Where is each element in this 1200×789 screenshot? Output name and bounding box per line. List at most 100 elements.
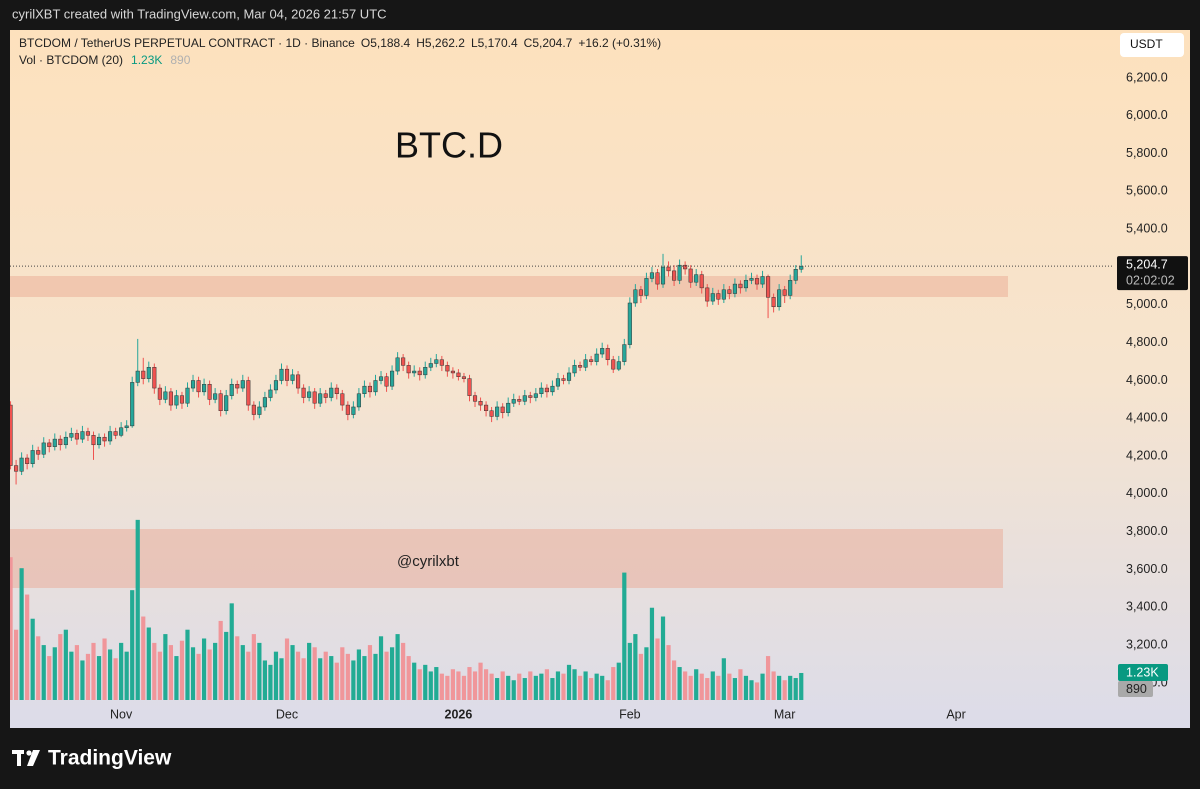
candle-body xyxy=(395,357,400,372)
volume-bar xyxy=(677,667,682,700)
volume-bar xyxy=(777,675,782,700)
volume-bar xyxy=(594,673,599,700)
volume-bar xyxy=(605,680,610,700)
volume-bar xyxy=(589,678,594,700)
volume-bar xyxy=(329,656,334,700)
volume-bar xyxy=(235,636,240,700)
candle-body xyxy=(91,435,96,446)
y-tick-label: 5,000.0 xyxy=(1126,297,1168,311)
volume-bar xyxy=(788,675,793,700)
volume-bar xyxy=(434,667,439,700)
candle-body xyxy=(472,395,478,402)
volume-bar xyxy=(799,672,804,700)
volume-ma-badge-label: 890 xyxy=(1126,682,1147,696)
last-price-label: 5,204.7 xyxy=(1126,257,1168,271)
volume-bar xyxy=(251,634,256,700)
candle-body xyxy=(80,431,85,440)
candle-body xyxy=(41,442,46,455)
candle-body xyxy=(660,266,666,285)
legend-volume-title: Vol · BTCDOM (20) xyxy=(19,53,123,67)
volume-bar xyxy=(141,616,146,700)
volume-bar xyxy=(423,664,428,700)
volume-bar xyxy=(74,645,80,700)
currency-label[interactable]: USDT xyxy=(1130,37,1163,51)
volume-bar xyxy=(561,673,566,700)
candle-body xyxy=(743,280,749,289)
volume-bar xyxy=(69,651,74,700)
candle-body xyxy=(146,367,151,379)
volume-bar xyxy=(683,671,688,700)
candle-body xyxy=(213,393,218,400)
volume-bar xyxy=(472,671,478,700)
volume-bar xyxy=(389,647,395,700)
volume-bar xyxy=(660,616,666,700)
candle-body xyxy=(202,384,207,393)
volume-bar xyxy=(694,669,699,700)
candle-body xyxy=(323,393,328,398)
volume-bar xyxy=(268,664,273,700)
candle-body xyxy=(705,287,710,302)
volume-bar xyxy=(340,647,345,700)
candle-body xyxy=(677,264,682,281)
candle-body xyxy=(10,404,13,466)
candle-body xyxy=(694,274,699,283)
candle-body xyxy=(578,365,583,368)
countdown: 02:02:02 xyxy=(1126,273,1175,287)
footer xyxy=(0,728,1200,789)
candle-body xyxy=(113,431,118,436)
candle-body xyxy=(119,427,124,436)
candle-body xyxy=(727,289,732,294)
candle-body xyxy=(793,269,798,281)
volume-bar xyxy=(196,653,201,700)
legend-ohlc: C5,204.7 xyxy=(524,36,573,50)
candle-body xyxy=(152,367,157,389)
volume-bar xyxy=(213,642,218,700)
volume-bar xyxy=(749,680,754,700)
volume-bar xyxy=(373,653,378,700)
volume-bar xyxy=(489,673,494,700)
currency-button[interactable] xyxy=(1120,33,1184,57)
volume-bar xyxy=(10,557,13,700)
candle-body xyxy=(633,289,638,304)
candle-body xyxy=(616,361,621,370)
volume-bar xyxy=(279,658,284,700)
volume-bar xyxy=(688,675,693,700)
candle-body xyxy=(224,395,229,412)
volume-bar xyxy=(705,678,710,700)
legend-volume: 1.23K xyxy=(131,53,162,67)
candle-body xyxy=(141,370,146,379)
candle-body xyxy=(207,384,212,400)
volume-bar xyxy=(257,642,262,700)
candle-body xyxy=(235,384,240,389)
candle-body xyxy=(36,450,41,455)
candle-body xyxy=(699,274,704,289)
volume-bar xyxy=(572,669,577,700)
volume-bar xyxy=(544,669,550,700)
candle-body xyxy=(754,278,760,285)
x-tick-label: Nov xyxy=(110,707,133,721)
volume-bar xyxy=(218,620,223,700)
volume-bar xyxy=(102,638,107,700)
volume-bar xyxy=(754,682,760,700)
candle-body xyxy=(594,353,599,362)
volume-bar xyxy=(743,675,749,700)
candle-body xyxy=(506,402,511,413)
snapshot-header: cyrilXBT created with TradingView.com, M… xyxy=(12,6,387,21)
volume-bar xyxy=(119,642,124,700)
candle-body xyxy=(589,359,594,362)
candle-body xyxy=(312,391,317,404)
volume-bar xyxy=(710,671,715,700)
legend-ohlc: L5,170.4 xyxy=(471,36,518,50)
candle-body xyxy=(428,363,433,368)
volume-bar xyxy=(716,675,721,700)
volume-bar xyxy=(201,638,207,700)
y-tick-label: 5,800.0 xyxy=(1126,146,1168,160)
candle-body xyxy=(517,399,522,402)
candle-body xyxy=(218,393,223,412)
y-tick-label: 3,200.0 xyxy=(1126,637,1168,651)
volume-bar xyxy=(555,671,561,700)
candle-body xyxy=(484,404,489,412)
candle-body xyxy=(130,382,135,427)
volume-bar xyxy=(47,656,52,700)
candle-body xyxy=(539,387,544,394)
